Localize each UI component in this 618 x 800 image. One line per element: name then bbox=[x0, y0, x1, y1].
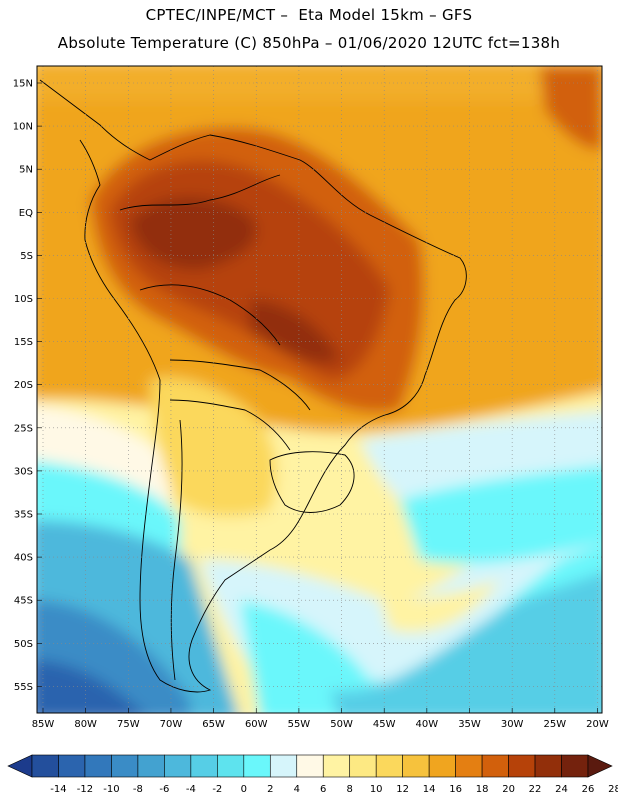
colorbar-cell bbox=[508, 754, 536, 778]
colorbar-cell bbox=[349, 754, 377, 778]
colorbar-min-arrow bbox=[7, 754, 33, 778]
colorbar-cell bbox=[137, 754, 165, 778]
colorbar-label: 18 bbox=[476, 784, 489, 795]
colorbar-label: 2 bbox=[267, 784, 273, 795]
lat-label: 45S bbox=[14, 596, 33, 607]
lon-label: 30W bbox=[501, 719, 524, 730]
lat-label: 50S bbox=[14, 639, 33, 650]
colorbar-cell bbox=[111, 754, 139, 778]
colorbar-label: -4 bbox=[186, 784, 196, 795]
lat-label: 40S bbox=[14, 553, 33, 564]
lon-label: 55W bbox=[288, 719, 311, 730]
lat-label: 30S bbox=[14, 466, 33, 477]
lon-label: 20W bbox=[586, 719, 609, 730]
colorbar-cell bbox=[190, 754, 218, 778]
lat-label: 25S bbox=[14, 423, 33, 434]
colorbar-label: 4 bbox=[294, 784, 300, 795]
colorbar-label: 22 bbox=[529, 784, 542, 795]
colorbar-max-arrow bbox=[587, 754, 613, 778]
colorbar-label: 0 bbox=[241, 784, 247, 795]
colorbar-cell bbox=[534, 754, 562, 778]
lat-label: 15S bbox=[14, 337, 33, 348]
colorbar-label: 10 bbox=[370, 784, 383, 795]
colorbar-label: 28 bbox=[608, 784, 618, 795]
lon-label: 70W bbox=[160, 719, 183, 730]
colorbar-cell bbox=[561, 754, 589, 778]
colorbar-label: -12 bbox=[77, 784, 93, 795]
colorbar-label: 12 bbox=[396, 784, 409, 795]
colorbar-cell bbox=[269, 754, 298, 778]
colorbar-label: 14 bbox=[423, 784, 436, 795]
lat-label: 10S bbox=[14, 294, 33, 305]
colorbar-label: 24 bbox=[555, 784, 568, 795]
lat-label: 20S bbox=[14, 380, 33, 391]
temperature-field bbox=[37, 66, 602, 713]
colorbar-label: 26 bbox=[582, 784, 595, 795]
lon-label: 50W bbox=[330, 719, 353, 730]
lat-label: 5N bbox=[19, 165, 33, 176]
coastline bbox=[39, 79, 467, 693]
lon-label: 85W bbox=[32, 719, 55, 730]
lat-lon-grid bbox=[37, 66, 602, 713]
lon-label: 60W bbox=[245, 719, 268, 730]
colorbar-cell bbox=[428, 754, 456, 778]
colorbar-cell bbox=[375, 754, 403, 778]
map-frame bbox=[36, 65, 603, 714]
lat-label: EQ bbox=[19, 208, 33, 219]
colorbar-cell bbox=[322, 754, 351, 778]
colorbar-label: 6 bbox=[320, 784, 326, 795]
colorbar bbox=[7, 754, 613, 778]
colorbar-cell bbox=[243, 754, 271, 778]
lon-label: 80W bbox=[74, 719, 97, 730]
colorbar-cell bbox=[217, 754, 245, 778]
map-title-line2: Absolute Temperature (C) 850hPa – 01/06/… bbox=[57, 34, 561, 52]
lon-label: 40W bbox=[416, 719, 439, 730]
colorbar-cell bbox=[455, 754, 483, 778]
colorbar-cell bbox=[481, 754, 509, 778]
colorbar-cell bbox=[58, 754, 86, 778]
lat-label: 35S bbox=[14, 510, 33, 521]
colorbar-cell bbox=[31, 754, 59, 778]
lon-label: 75W bbox=[117, 719, 140, 730]
colorbar-label: 8 bbox=[347, 784, 353, 795]
colorbar-label: 16 bbox=[449, 784, 462, 795]
colorbar-cell bbox=[164, 754, 192, 778]
lon-label: 25W bbox=[543, 719, 566, 730]
map-title-line1: CPTEC/INPE/MCT – Eta Model 15km – GFS bbox=[145, 6, 473, 24]
colorbar-label: -10 bbox=[103, 784, 119, 795]
colorbar-cell bbox=[84, 754, 112, 778]
colorbar-label: -8 bbox=[133, 784, 143, 795]
colorbar-label: -2 bbox=[212, 784, 222, 795]
colorbar-cell bbox=[296, 754, 324, 778]
lat-label: 15N bbox=[13, 79, 33, 90]
colorbar-label: 20 bbox=[502, 784, 515, 795]
colorbar-cell bbox=[402, 754, 430, 778]
lat-label: 5S bbox=[20, 251, 33, 262]
colorbar-label: -6 bbox=[159, 784, 169, 795]
lat-label: 55S bbox=[14, 682, 33, 693]
lon-label: 35W bbox=[458, 719, 481, 730]
lon-label: 45W bbox=[373, 719, 396, 730]
lon-label: 65W bbox=[202, 719, 225, 730]
lat-label: 10N bbox=[13, 122, 33, 133]
colorbar-label: -14 bbox=[50, 784, 66, 795]
